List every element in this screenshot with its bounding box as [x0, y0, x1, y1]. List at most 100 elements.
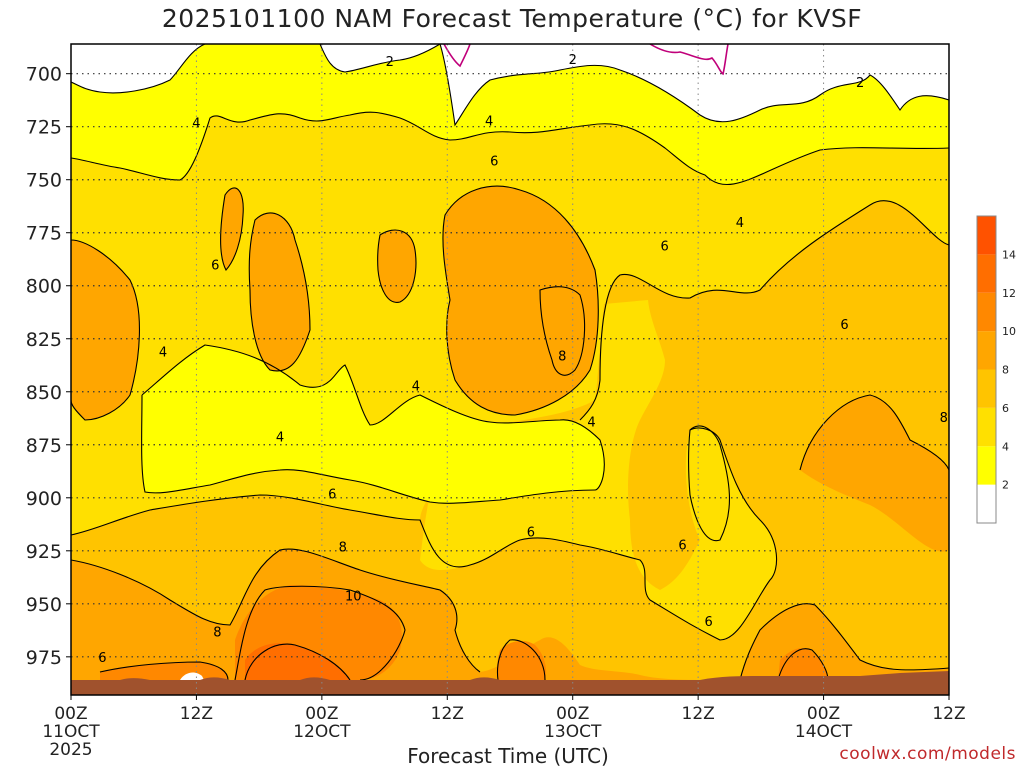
contour-4-top	[71, 111, 949, 186]
x-tick-label: 00Z	[54, 704, 87, 724]
contour-8-f	[799, 394, 949, 471]
contour-label: 4	[192, 116, 200, 131]
chart-title: 2025101100 NAM Forecast Temperature (°C)…	[161, 4, 863, 33]
contour-label: 2	[386, 55, 394, 70]
x-tick-date-label: 12OCT	[293, 722, 351, 742]
contour-6-low	[71, 427, 778, 641]
contour-2c	[439, 44, 949, 127]
y-tick-label: 800	[26, 276, 62, 298]
contour-label: 6	[328, 488, 336, 503]
plot-frame	[70, 43, 950, 696]
y-tick-label: 825	[26, 329, 62, 351]
y-tick-label: 750	[26, 170, 62, 192]
colorbar-label: 8	[1002, 364, 1009, 377]
contour-label: 6	[840, 318, 848, 333]
contour-label: 6	[490, 155, 498, 170]
source-credit[interactable]: coolwx.com/models	[839, 744, 1016, 764]
colorbar-swatch	[977, 254, 996, 293]
colorbar-swatch	[977, 446, 996, 485]
y-tick-label: 725	[26, 117, 62, 139]
contour-label: 4	[276, 430, 284, 445]
ground	[71, 671, 949, 695]
colorbar-label: 2	[1002, 479, 1009, 492]
x-tick-label: 12Z	[180, 704, 213, 724]
contour-label: 4	[736, 216, 744, 231]
contour-8-b	[442, 185, 599, 416]
contour-label: 6	[678, 538, 686, 553]
colorbar-swatch	[977, 407, 996, 447]
contour-label: 6	[98, 651, 106, 666]
colorbar-label: 12	[1002, 287, 1016, 300]
contour-label: 4	[159, 345, 167, 360]
contour-lines	[71, 44, 949, 681]
x-tick-date-label: 13OCT	[544, 722, 602, 742]
band-2-4-mid	[141, 345, 605, 504]
contour-10-a	[234, 585, 406, 681]
y-tick-label: 775	[26, 223, 62, 245]
x-tick-label: 00Z	[556, 704, 589, 724]
band-8-10-a	[71, 240, 140, 420]
colorbar-swatch	[977, 292, 996, 332]
y-tick-label: 850	[26, 382, 62, 404]
contour-label: 6	[211, 259, 219, 274]
x-tick-date-label: 14OCT	[795, 722, 853, 742]
contour-label: 6	[704, 615, 712, 630]
y-tick-label: 700	[26, 64, 62, 86]
y-tick-label: 975	[26, 647, 62, 669]
band-8-10-f	[800, 395, 949, 552]
x-tick-label: 12Z	[682, 704, 715, 724]
colorbar-swatch	[977, 369, 996, 408]
contour-label: 4	[412, 379, 420, 394]
temperature-fill	[71, 44, 949, 695]
band-8-10-d	[377, 230, 416, 303]
contour-10-d	[99, 661, 229, 681]
x-tick-label: 12Z	[932, 704, 965, 724]
y-tick-label: 950	[26, 594, 62, 616]
band-4-6-island	[688, 425, 730, 541]
colorbar-label: 14	[1002, 248, 1016, 261]
contour-8-g	[71, 548, 481, 673]
contour-label: 2	[856, 76, 864, 91]
x-tick-label: 00Z	[807, 704, 840, 724]
contour-8-c	[248, 212, 311, 372]
band-below-2	[71, 44, 205, 93]
y-tick-label: 900	[26, 488, 62, 510]
x-tick-label: 00Z	[305, 704, 338, 724]
contour-0	[443, 44, 729, 76]
contour-label: 8	[213, 625, 221, 640]
contour-8-i	[539, 286, 586, 376]
x-axis-label: Forecast Time (UTC)	[407, 744, 609, 768]
contour-2	[71, 44, 206, 94]
contour-10-b	[496, 639, 546, 681]
contour-label: 8	[558, 350, 566, 365]
band-8-10-i	[540, 286, 585, 376]
contour-labels: 2 2 2 4 4 4 4 4 4 4 6 6 6 6 6 6 6 6 6 8 8 8 8 10	[98, 53, 948, 666]
y-axis: 700 725 750 775 800 825 850 875 900 925 950 975	[26, 64, 71, 669]
colorbar-swatch	[977, 484, 996, 523]
contour-label: 2	[569, 53, 577, 68]
contour-4-mid	[141, 344, 605, 504]
contour-6-island	[687, 425, 731, 542]
contour-label: 6	[661, 239, 669, 254]
contour-label: 4	[485, 114, 493, 129]
colorbar: 2 4 6 8 10 12 14	[976, 215, 1016, 524]
band-white-spot	[180, 672, 204, 680]
contour-label: 8	[339, 541, 347, 556]
contour-label: 6	[527, 526, 535, 541]
contour-2b	[319, 44, 441, 73]
colorbar-frame	[976, 215, 997, 524]
x-tick-year-label: 2025	[49, 740, 92, 760]
contour-8-d	[377, 229, 417, 303]
contour-label: 4	[587, 415, 595, 430]
contour-6-top	[579, 200, 949, 421]
colorbar-label: 4	[1002, 440, 1009, 453]
x-tick-date-label: 11OCT	[42, 722, 100, 742]
band-below-2c	[320, 44, 440, 72]
y-tick-label: 875	[26, 435, 62, 457]
grid	[71, 44, 949, 695]
contour-8-a	[71, 239, 141, 421]
contour-10-c	[777, 648, 829, 681]
band-12-14	[245, 643, 350, 680]
